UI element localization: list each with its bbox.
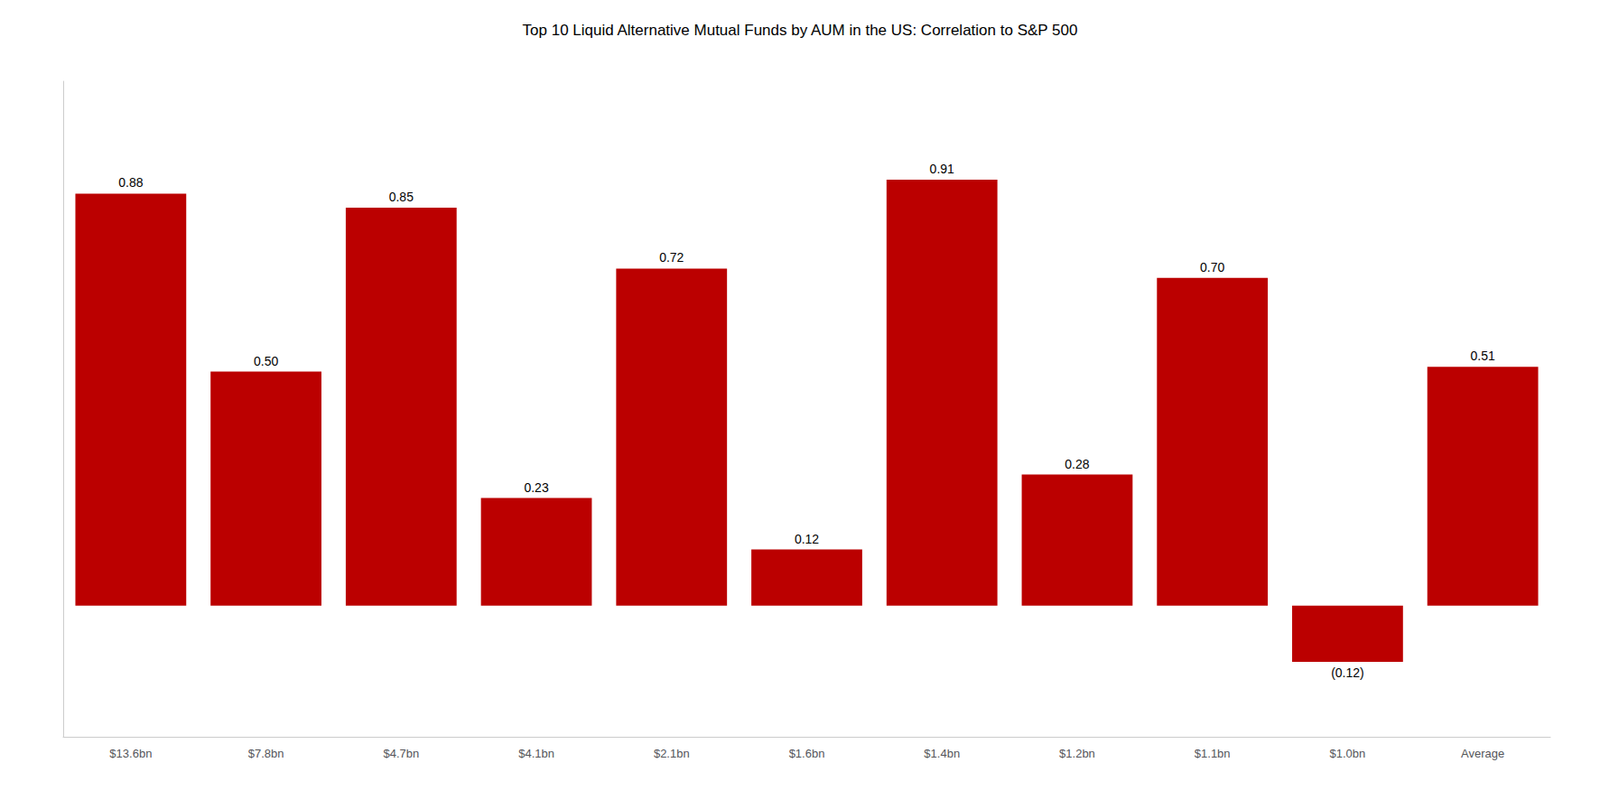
svg-text:$1.6bn: $1.6bn	[789, 746, 826, 761]
svg-text:$4.1bn: $4.1bn	[518, 746, 555, 761]
svg-text:0.91: 0.91	[930, 161, 955, 177]
svg-text:0.85: 0.85	[389, 189, 414, 205]
svg-text:0.70: 0.70	[1200, 260, 1225, 275]
svg-text:$1.1bn: $1.1bn	[1194, 746, 1231, 761]
svg-text:$13.6bn: $13.6bn	[109, 746, 152, 761]
svg-text:0.72: 0.72	[659, 250, 684, 265]
svg-text:$1.0bn: $1.0bn	[1330, 746, 1367, 761]
svg-text:0.50: 0.50	[253, 353, 279, 369]
svg-text:0.23: 0.23	[523, 480, 549, 495]
svg-text:Top 10 Liquid Alternative Mutu: Top 10 Liquid Alternative Mutual Funds b…	[522, 21, 1079, 39]
svg-text:Average: Average	[1460, 746, 1505, 761]
svg-text:$4.7bn: $4.7bn	[382, 746, 419, 761]
svg-text:$1.4bn: $1.4bn	[923, 746, 960, 761]
svg-text:0.28: 0.28	[1064, 456, 1089, 472]
svg-text:$2.1bn: $2.1bn	[653, 746, 690, 761]
svg-text:0.12: 0.12	[794, 531, 819, 547]
svg-text:$1.2bn: $1.2bn	[1059, 746, 1096, 761]
svg-text:(0.12): (0.12)	[1330, 665, 1365, 680]
svg-text:0.51: 0.51	[1470, 348, 1496, 363]
svg-text:0.88: 0.88	[118, 175, 143, 190]
svg-text:$7.8bn: $7.8bn	[248, 746, 285, 761]
